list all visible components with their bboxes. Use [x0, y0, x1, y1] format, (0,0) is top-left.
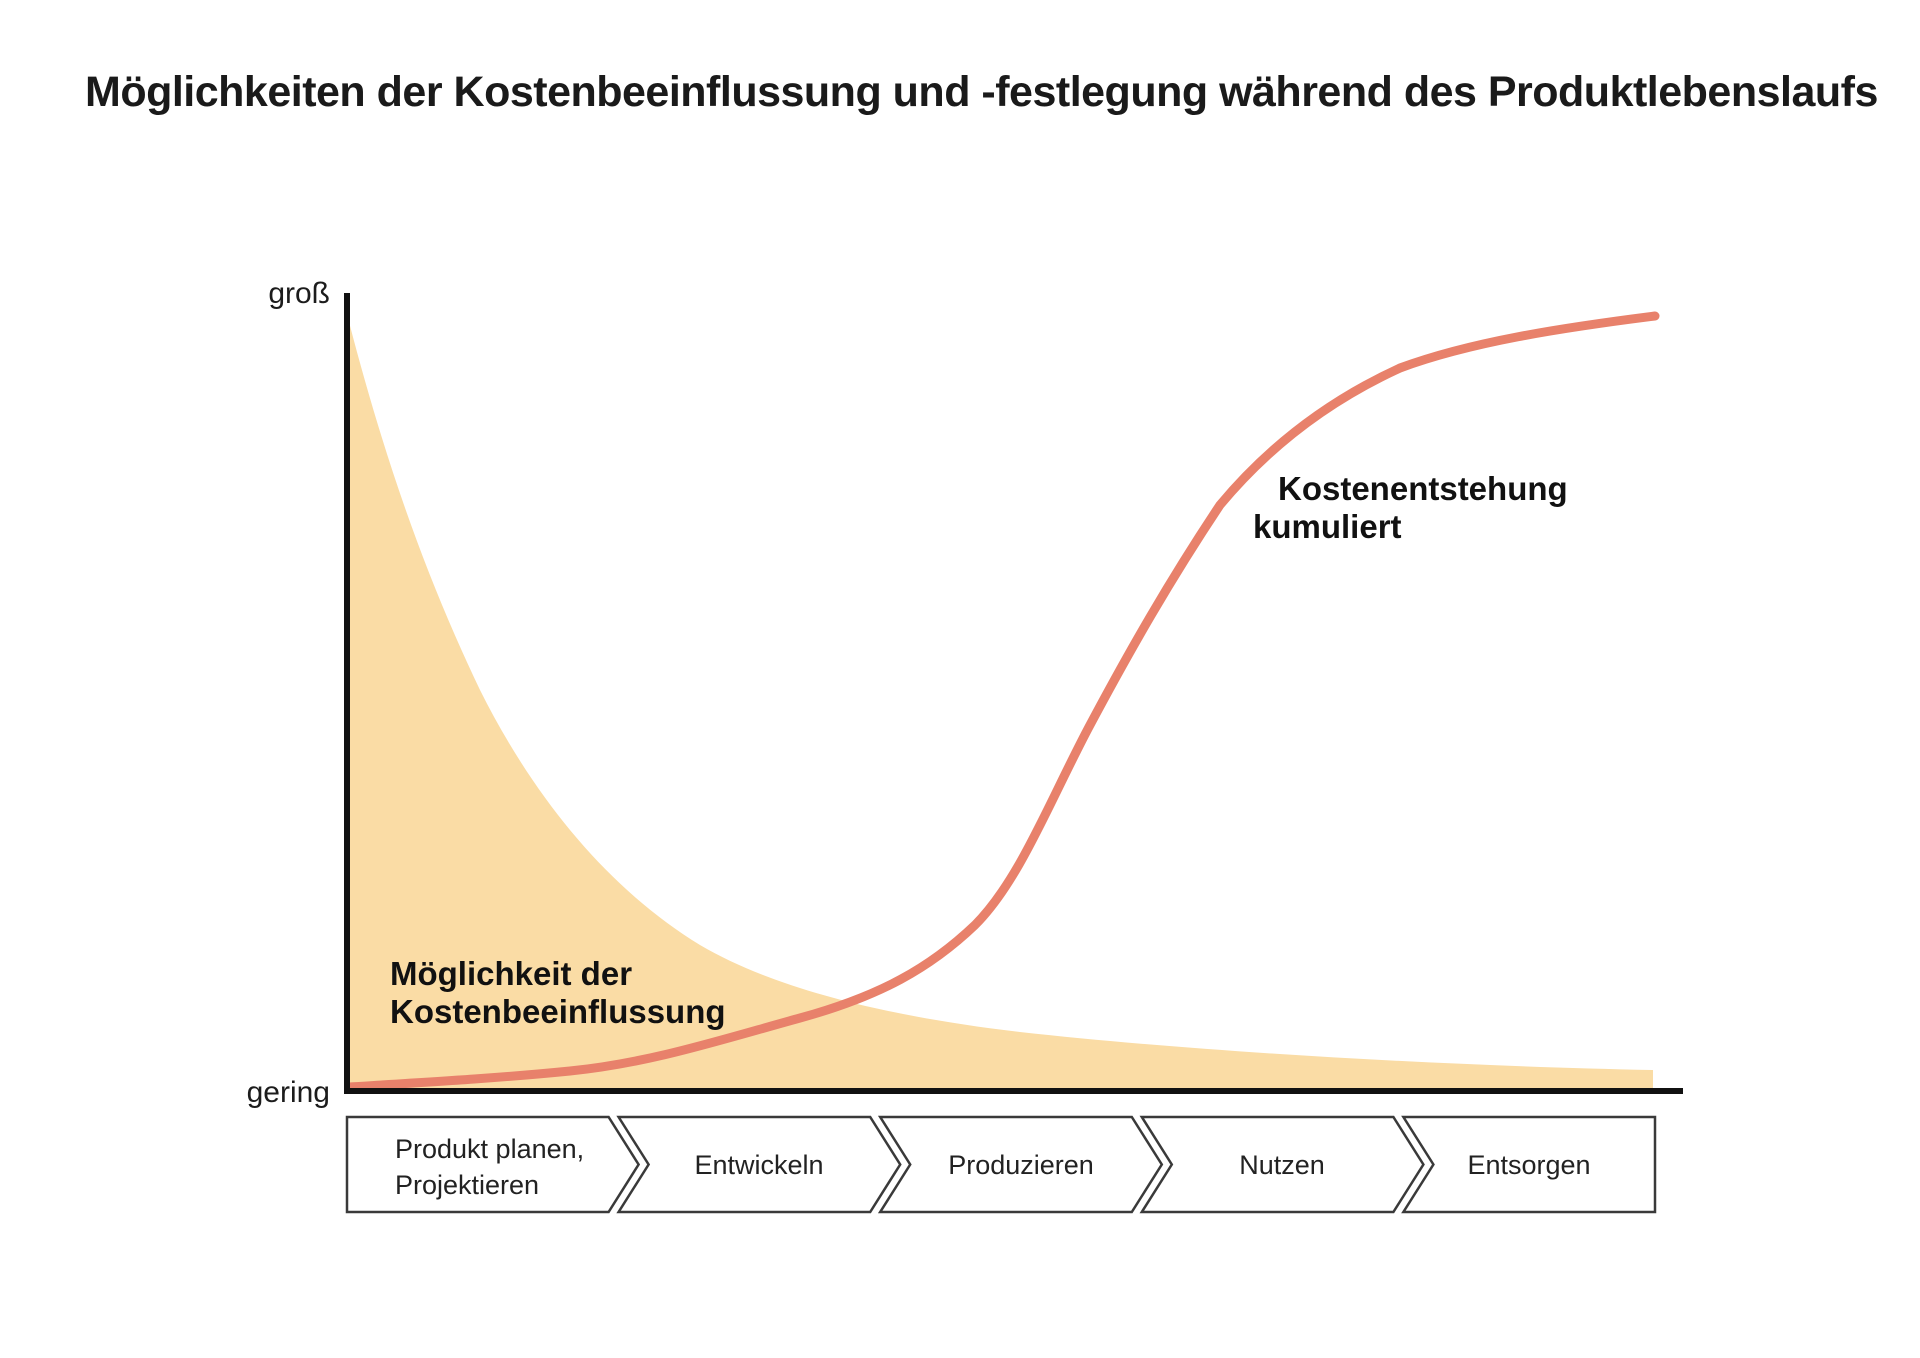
stage-label-1-line2: Projektieren: [395, 1170, 539, 1200]
stage-chevron-2: [616, 1115, 902, 1214]
stage-label-1-line1: Produkt planen,: [395, 1134, 584, 1164]
area-label-line2: Kostenbeeinflussung: [390, 993, 726, 1030]
cost-curve: [344, 311, 1660, 1092]
stage-chevron-5: [1401, 1115, 1657, 1214]
stage-label-4: Nutzen: [1239, 1150, 1325, 1180]
stage-chevron-3: [877, 1115, 1164, 1214]
page-title: Möglichkeiten der Kostenbeeinflussung un…: [85, 68, 1878, 116]
stage-chevron-1: [345, 1115, 641, 1214]
stage-chevron-4: [1139, 1115, 1425, 1214]
stage-label-5: Entsorgen: [1467, 1150, 1590, 1180]
stage-label-2: Entwickeln: [694, 1150, 823, 1180]
y-axis-label-low: gering: [247, 1076, 330, 1109]
curve-label-line1: Kostenentstehung: [1278, 470, 1568, 507]
y-axis-label-high: groß: [268, 277, 330, 310]
curve-label-line2: kumuliert: [1253, 508, 1402, 545]
stage-label-3: Produzieren: [948, 1150, 1094, 1180]
influence-area: [349, 322, 1653, 1091]
area-label-line1: Möglichkeit der: [390, 955, 632, 992]
